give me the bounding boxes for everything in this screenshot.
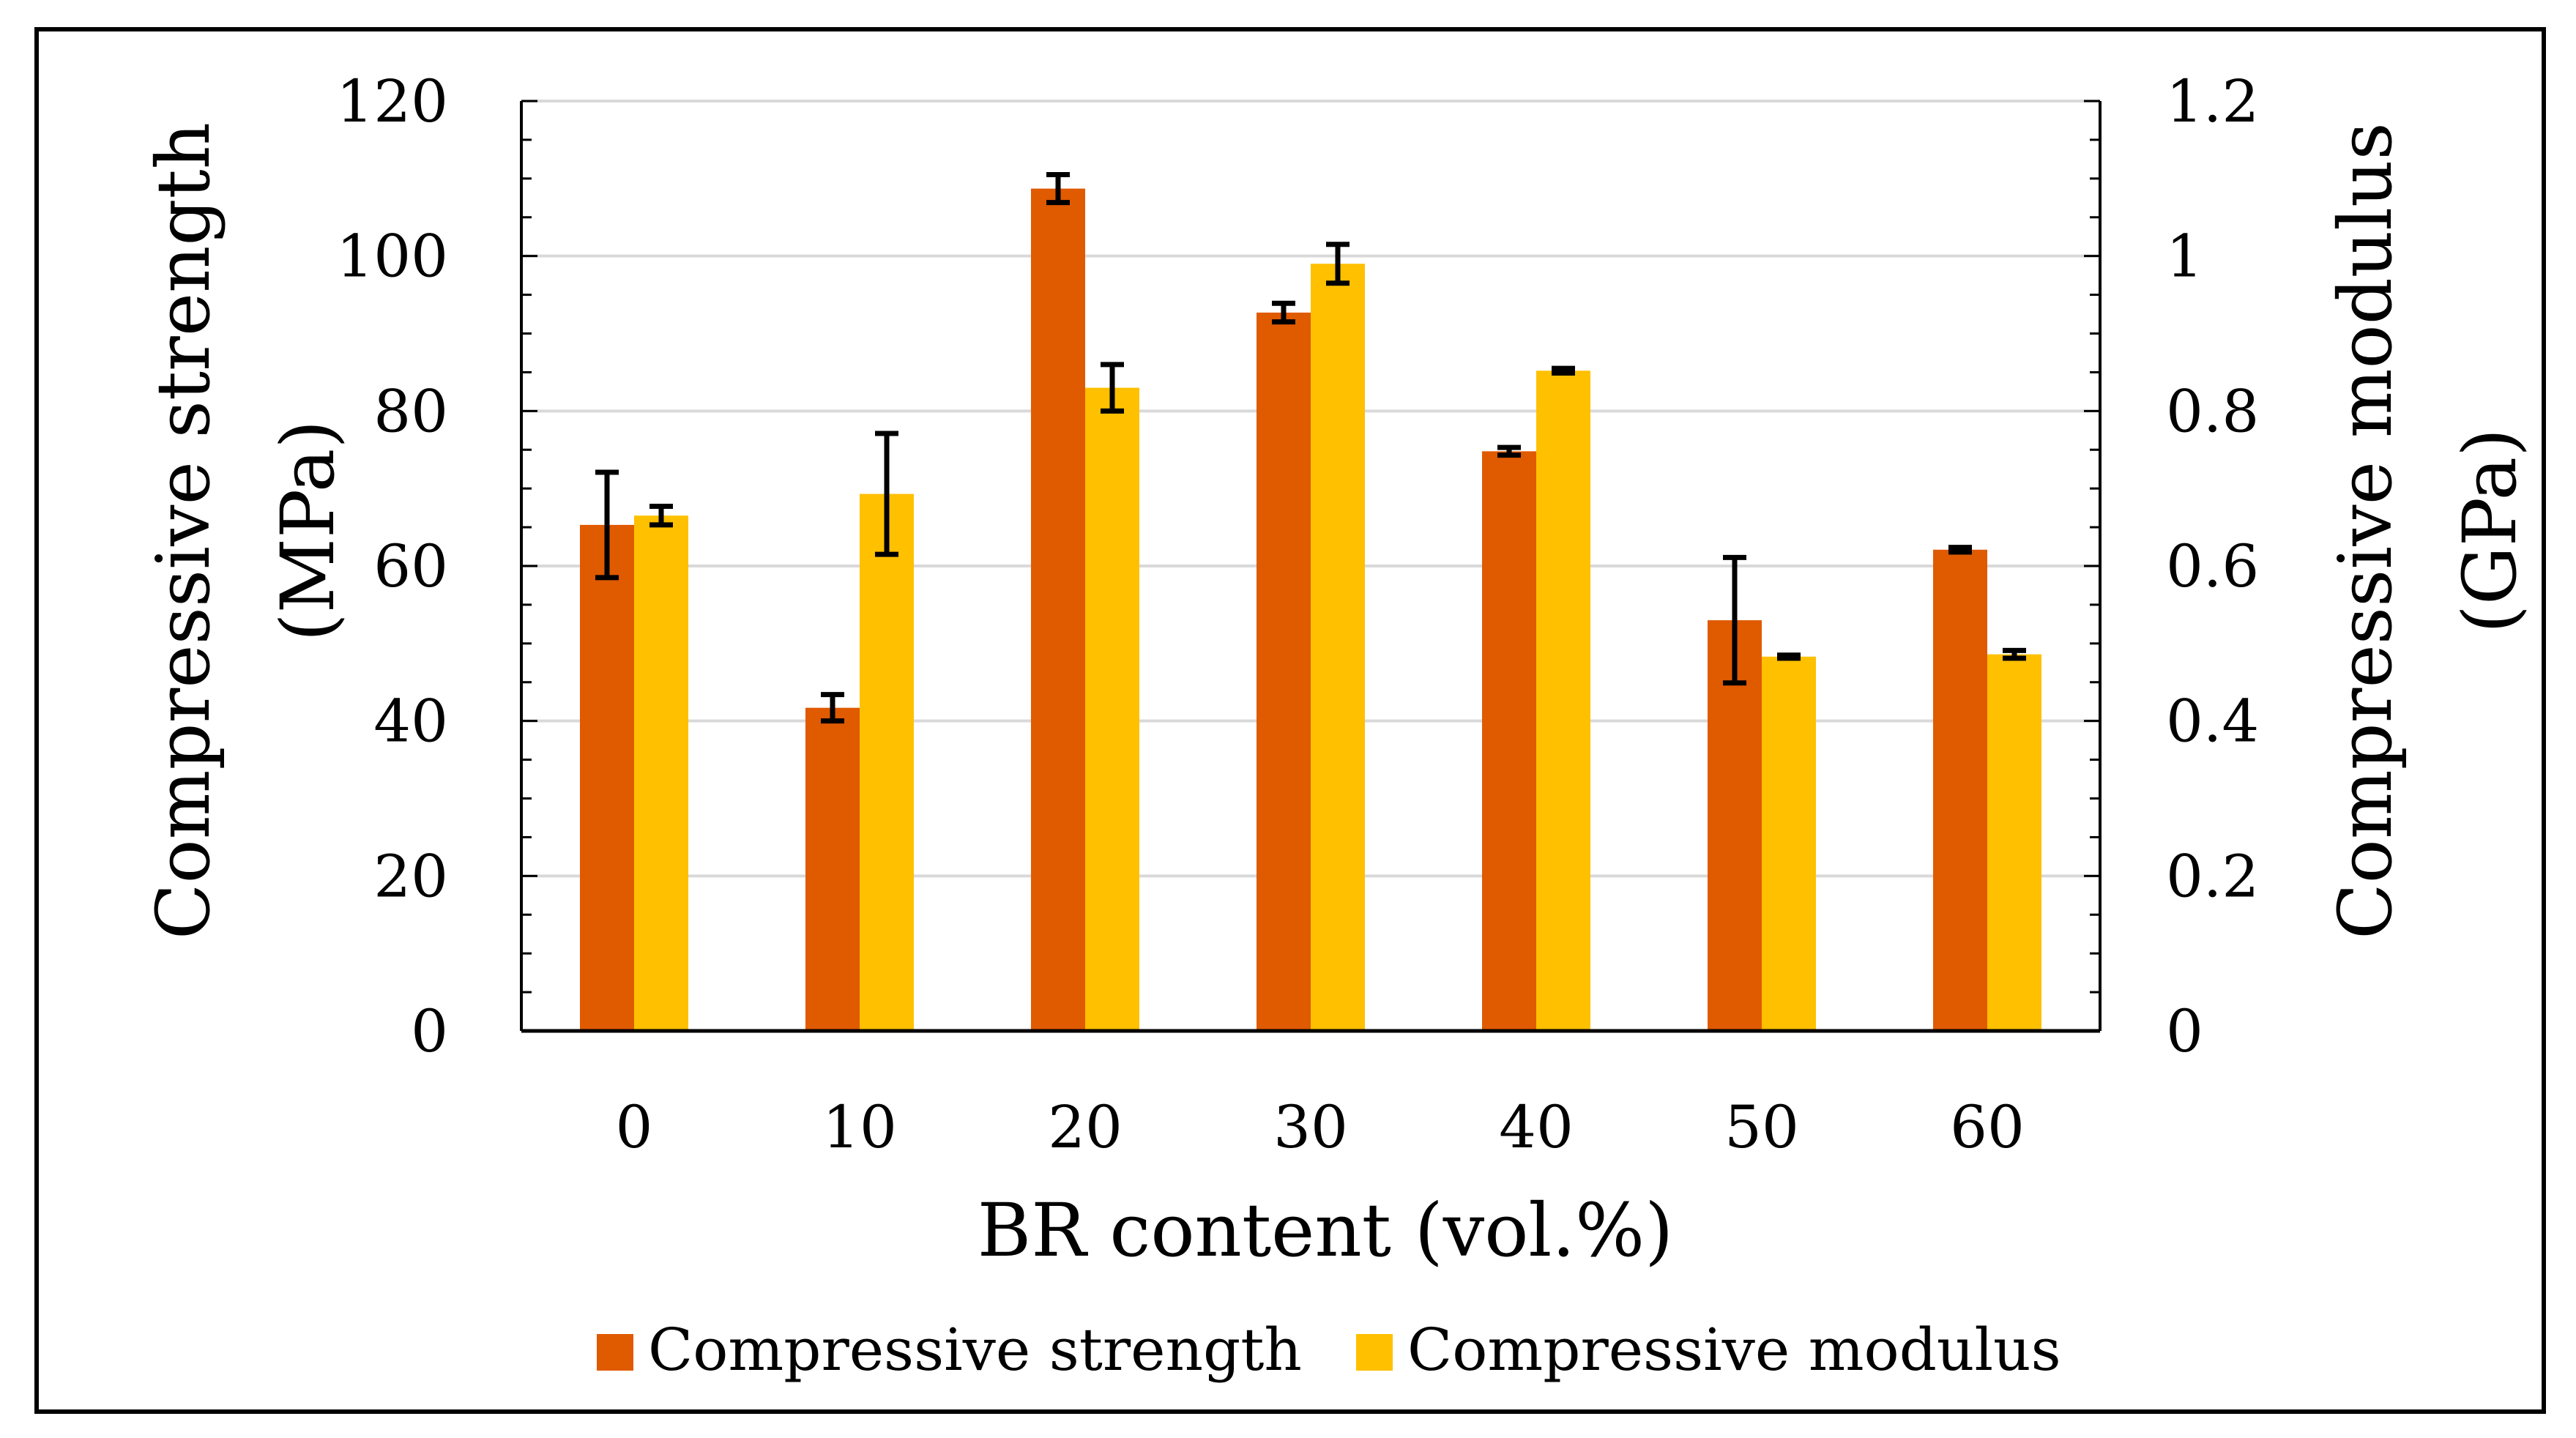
y-right-tick-label-0.2: 0.2	[2166, 842, 2259, 910]
y-left-tick-label-60: 60	[373, 532, 448, 600]
x-tick-label-40: 40	[1499, 1093, 1574, 1161]
bar-compressive-modulus-30	[1311, 264, 1365, 1031]
axes	[520, 100, 2102, 1033]
y-right-tick-label-0.4: 0.4	[2166, 688, 2259, 756]
y-left-tick-label-20: 20	[373, 842, 448, 910]
x-tick-label-20: 20	[1048, 1093, 1123, 1161]
error-bar-compressive-strength-0	[595, 469, 619, 581]
error-bar-compressive-modulus-50	[1777, 652, 1801, 661]
legend-swatch-compressive-modulus	[1356, 1334, 1393, 1371]
grid-lines	[521, 100, 2100, 878]
y-left-tick-label-80: 80	[373, 377, 448, 445]
bar-compressive-modulus-0	[634, 515, 688, 1031]
error-bar-compressive-strength-40	[1497, 444, 1521, 458]
y-right-tick-label-1: 1	[2166, 223, 2203, 291]
error-bars	[595, 172, 2026, 724]
error-bar-compressive-strength-50	[1723, 554, 1746, 686]
bar-compressive-modulus-50	[1762, 656, 1816, 1031]
y-right-axis-title-line2: (GPa)	[2447, 428, 2533, 633]
y-left-tick-label-100: 100	[336, 223, 448, 291]
y-left-axis-title-line2: (MPa)	[265, 420, 351, 642]
y-left-tick-label-40: 40	[373, 688, 448, 756]
legend: Compressive strength Compressive modulus	[597, 1316, 2061, 1384]
x-tick-label-60: 60	[1950, 1093, 2025, 1161]
error-bar-compressive-modulus-10	[875, 431, 898, 557]
y-right-tick-label-0.6: 0.6	[2166, 532, 2259, 600]
x-tick-label-50: 50	[1724, 1093, 1799, 1161]
bar-compressive-strength-40	[1482, 451, 1536, 1031]
bar-compressive-modulus-20	[1085, 387, 1139, 1031]
bar-compressive-strength-0	[580, 524, 634, 1031]
bar-compressive-modulus-40	[1536, 370, 1590, 1031]
y-right-tick-label-0: 0	[2166, 997, 2203, 1065]
y-right-tick-label-0.8: 0.8	[2166, 377, 2259, 445]
x-tick-label-10: 10	[822, 1093, 897, 1161]
legend-label-compressive-strength: Compressive strength	[648, 1316, 1302, 1384]
bar-compressive-modulus-60	[1987, 654, 2041, 1031]
x-tick-label-0: 0	[616, 1093, 653, 1161]
bar-compressive-strength-60	[1933, 549, 1987, 1031]
error-bar-compressive-modulus-0	[649, 504, 673, 528]
legend-label-compressive-modulus: Compressive modulus	[1407, 1316, 2061, 1384]
error-bar-compressive-modulus-20	[1101, 362, 1124, 414]
tick-labels: 0 20 40 60 80 100 120 0 0.2 0.4 0.6 0.8 1 1.2 0 10 20 30 4…	[336, 67, 2259, 1161]
y-right-tick-label-1.2: 1.2	[2166, 67, 2259, 135]
bar-compressive-strength-50	[1708, 620, 1762, 1031]
x-axis-title: BR content (vol.%)	[978, 1188, 1673, 1273]
x-tick-label-30: 30	[1273, 1093, 1348, 1161]
bar-compressive-modulus-10	[860, 493, 914, 1031]
error-bar-compressive-modulus-30	[1326, 242, 1350, 286]
bar-compressive-strength-10	[805, 707, 860, 1031]
y-left-tick-label-0: 0	[411, 997, 448, 1065]
error-bar-compressive-strength-10	[821, 692, 844, 724]
y-left-axis-title-line1: Compressive strength	[141, 122, 226, 939]
error-bar-compressive-strength-60	[1948, 545, 1972, 555]
error-bar-compressive-modulus-40	[1552, 365, 1575, 376]
bar-compressive-strength-20	[1031, 188, 1085, 1031]
y-right-axis-title-line1: Compressive modulus	[2323, 122, 2408, 939]
y-left-tick-label-120: 120	[336, 67, 448, 135]
legend-swatch-compressive-strength	[597, 1334, 633, 1371]
error-bar-compressive-strength-30	[1272, 300, 1295, 325]
error-bar-compressive-strength-20	[1046, 172, 1070, 206]
error-bar-compressive-modulus-60	[2003, 647, 2026, 661]
bar-compressive-strength-30	[1257, 312, 1311, 1031]
bars	[580, 188, 2041, 1031]
